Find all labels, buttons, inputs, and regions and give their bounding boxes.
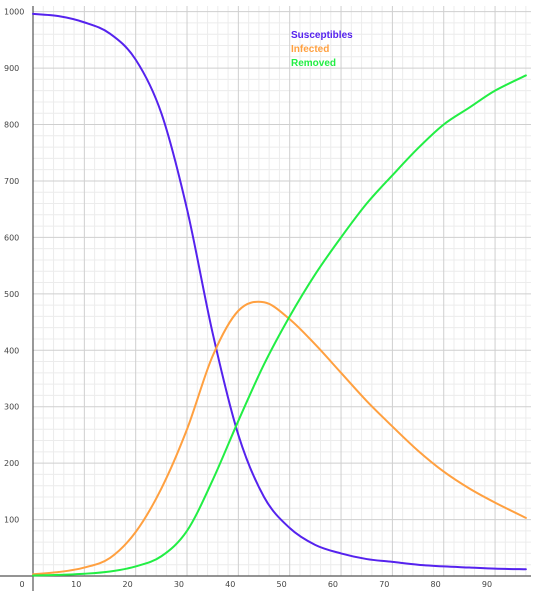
- x-tick-label: 60: [328, 580, 338, 589]
- y-tick-labels: 100 200 300 400 500 600 700 800 900 1000: [4, 8, 24, 525]
- x-tick-label: 40: [225, 580, 235, 589]
- y-tick-label: 400: [4, 346, 19, 355]
- x-tick-label: 80: [431, 580, 441, 589]
- axes: [0, 6, 531, 591]
- x-tick-label: 20: [122, 580, 132, 589]
- x-tick-label: 50: [277, 580, 287, 589]
- y-tick-label: 1000: [4, 8, 24, 17]
- y-tick-label: 800: [4, 121, 19, 130]
- y-tick-label: 600: [4, 233, 19, 242]
- legend-label-infected: Infected: [291, 44, 329, 55]
- legend-label-susceptibles: Susceptibles: [291, 30, 353, 41]
- series-lines: [32, 12, 527, 577]
- y-tick-label: 900: [4, 64, 19, 73]
- x-tick-label: 90: [482, 580, 492, 589]
- legend: Susceptibles Infected Removed: [291, 30, 353, 69]
- x-tick-label: 0: [19, 580, 24, 589]
- x-tick-label: 30: [174, 580, 184, 589]
- y-tick-label: 200: [4, 459, 19, 468]
- x-tick-labels: 0 10 20 30 40 50 60 70 80 90: [19, 580, 492, 589]
- grid: [33, 6, 531, 576]
- legend-label-removed: Removed: [291, 58, 336, 69]
- y-tick-label: 300: [4, 403, 19, 412]
- series-line-removed: [32, 74, 527, 577]
- y-tick-label: 500: [4, 290, 19, 299]
- x-tick-label: 70: [379, 580, 389, 589]
- series-line-susceptibles: [32, 12, 527, 571]
- series-line-infected: [32, 300, 527, 576]
- y-tick-label: 700: [4, 177, 19, 186]
- y-tick-label: 100: [4, 516, 19, 525]
- x-tick-label: 10: [71, 580, 81, 589]
